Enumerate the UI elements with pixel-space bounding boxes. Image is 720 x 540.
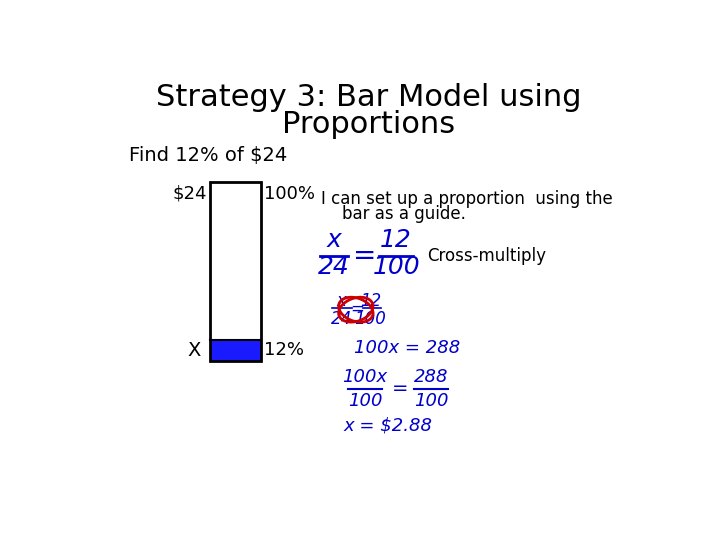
Text: 100: 100 xyxy=(348,392,382,409)
Text: Cross-multiply: Cross-multiply xyxy=(427,247,546,265)
Text: bar as a guide.: bar as a guide. xyxy=(321,205,466,223)
Bar xyxy=(210,182,261,361)
Text: 100: 100 xyxy=(372,255,420,279)
Text: 12%: 12% xyxy=(264,341,304,360)
Text: Proportions: Proportions xyxy=(282,110,456,139)
Text: 100: 100 xyxy=(414,392,449,409)
Text: 24: 24 xyxy=(318,255,350,279)
Text: =: = xyxy=(392,380,408,399)
Text: x: x xyxy=(327,228,341,252)
Text: x = $2.88: x = $2.88 xyxy=(344,416,433,434)
Text: $24: $24 xyxy=(173,185,207,203)
Text: 100x: 100x xyxy=(343,368,387,386)
Text: 100: 100 xyxy=(355,310,387,328)
Text: x: x xyxy=(337,292,347,310)
Text: 12: 12 xyxy=(360,292,381,310)
Text: =: = xyxy=(354,242,377,270)
Text: 100%: 100% xyxy=(264,185,315,203)
Text: 288: 288 xyxy=(414,368,449,386)
Text: I can set up a proportion  using the: I can set up a proportion using the xyxy=(321,190,613,207)
Text: X: X xyxy=(187,341,201,360)
Bar xyxy=(210,182,261,361)
Text: 24: 24 xyxy=(331,310,353,328)
Text: 100x = 288: 100x = 288 xyxy=(354,339,460,357)
Text: 12: 12 xyxy=(380,228,412,252)
Text: Strategy 3: Bar Model using: Strategy 3: Bar Model using xyxy=(156,83,582,112)
Text: =: = xyxy=(351,300,364,318)
Bar xyxy=(210,340,261,361)
Text: Find 12% of $24: Find 12% of $24 xyxy=(129,146,287,165)
